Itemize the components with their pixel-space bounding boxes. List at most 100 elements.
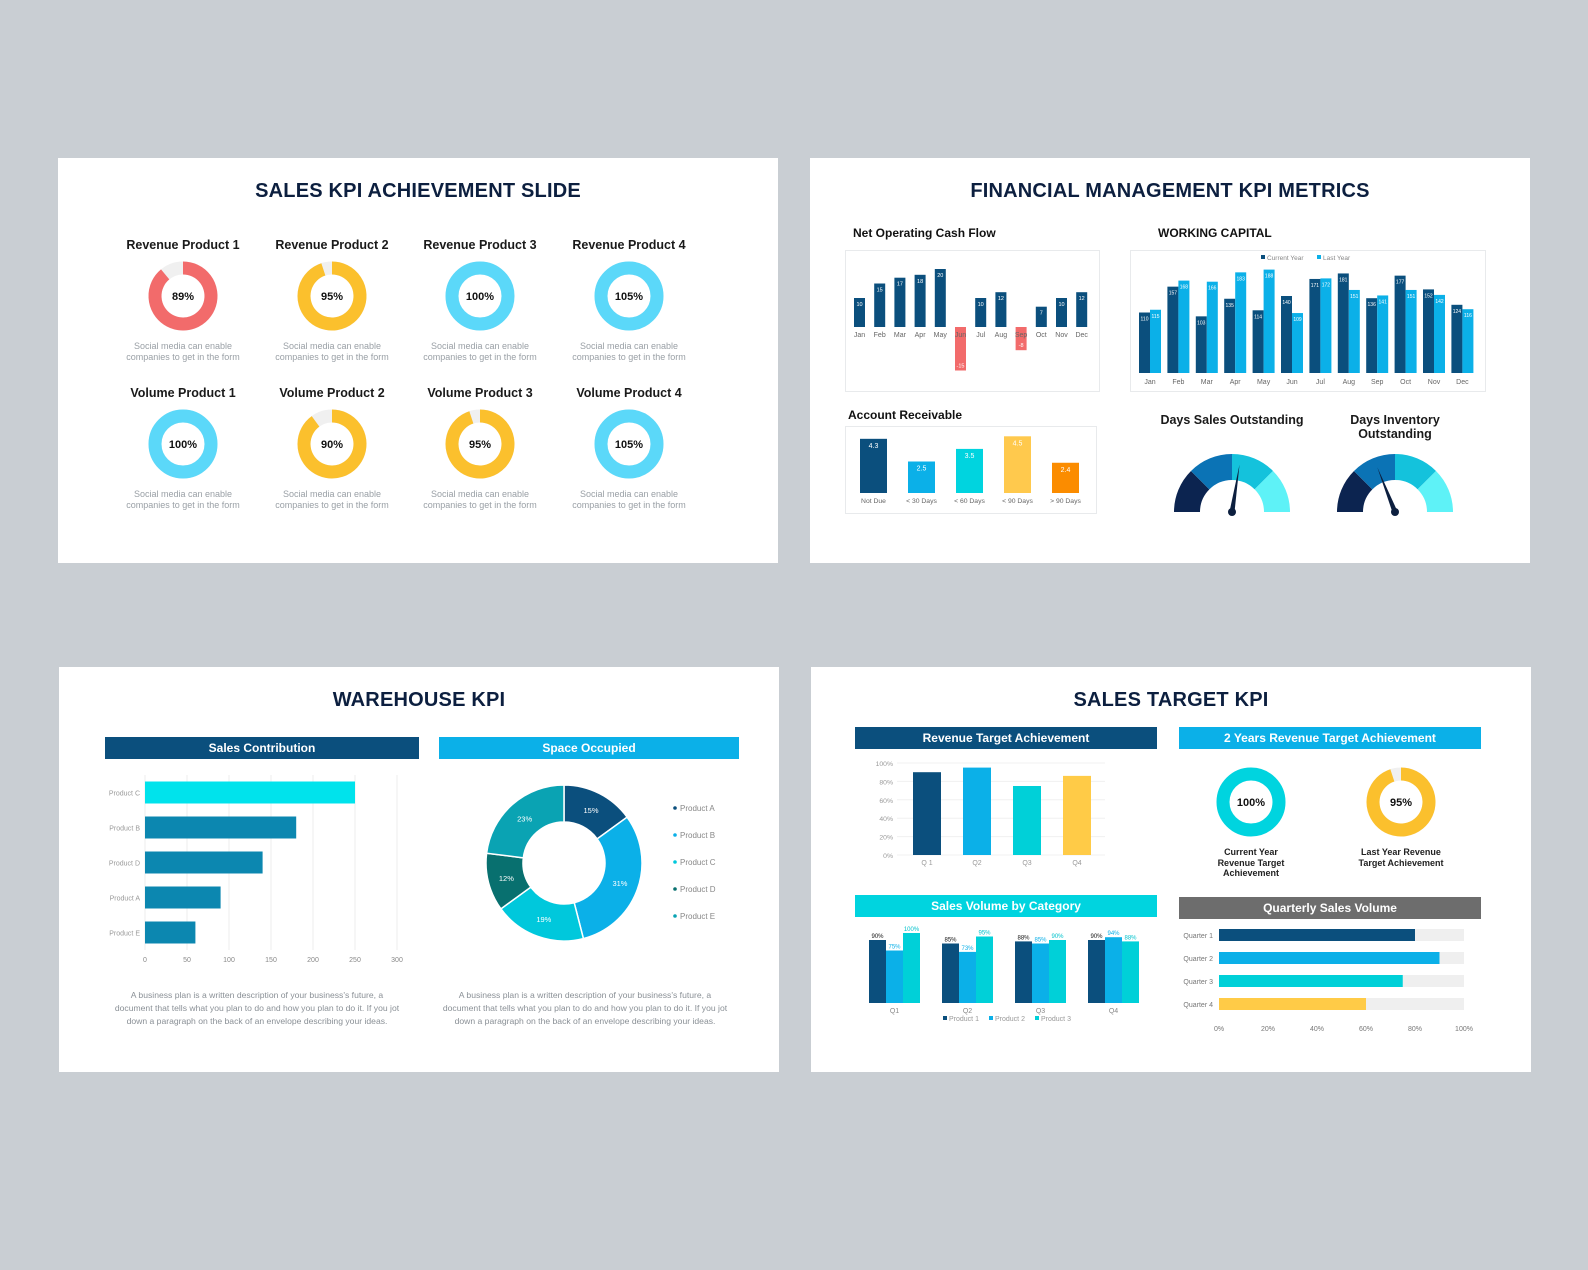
cash-flow-month: May [934,332,948,339]
cash-flow-month: Sep [1015,332,1028,339]
days-inventory-title: Days Inventory Outstanding [1350,413,1440,441]
kpi-caption: Social media can enable companies to get… [572,489,686,510]
working-capital-bar [1150,309,1161,373]
kpi-label: Revenue Product 4 [572,238,686,252]
donut-value: 100% [169,439,197,451]
kpi-label: Volume Product 2 [279,386,385,400]
x-tick-label: 40% [1310,1026,1324,1033]
kpi-donut: 100% [148,409,218,479]
donut-value: 95% [321,291,343,303]
working-capital-bar [1235,272,1247,373]
gauge-segment [1417,470,1453,512]
warehouse-kpi-slide: WAREHOUSE KPI Sales Contribution 0 50 100 1… [59,667,779,1072]
quarterly-band: Quarterly Sales Volume [1179,897,1481,919]
account-receivable-chart: 4.3 Not Due 2.5 < 30 Days 3.5 < 60 Days 4.5 < 9… [860,436,1081,505]
last-year-label: Last Year Revenue Target Achievement [1358,847,1444,868]
quarter-bar [1219,998,1366,1010]
working-capital-bar [1462,309,1474,373]
quarter-bar [1219,975,1403,987]
kpi-label: Revenue Product 3 [423,238,537,252]
slice-value: 12% [499,874,514,883]
working-capital-value: 157 [1169,291,1178,297]
donut-fill [297,409,367,479]
working-capital-value: 172 [1322,282,1331,288]
sales-volume-value: 88% [1124,935,1137,941]
working-capital-value: 140 [1282,300,1291,306]
cash-flow-value: 12 [1079,296,1085,302]
x-tick-label: 250 [349,957,361,964]
sales-volume-value: 90% [1051,934,1064,940]
quarter-label: Q 1 [921,860,932,867]
working-capital-value: 114 [1254,314,1262,320]
legend-swatch [1317,255,1321,259]
working-capital-value: 181 [1339,277,1348,283]
quarter-label: Q1 [890,1008,899,1015]
days-inventory-gauge [1337,454,1453,516]
sales-volume-value: 85% [944,938,957,944]
x-tick-label: 100 [223,957,235,964]
kpi-label: Revenue Product 1 [126,238,240,252]
cash-flow-bar [955,327,966,371]
quarter-label: Q4 [1072,860,1081,867]
kpi-donut: 105% [594,409,664,479]
quarter-bar [1219,929,1415,941]
working-capital-month: Jul [1316,379,1325,386]
cash-flow-value: 10 [856,302,862,308]
donut-value: 105% [615,291,643,303]
working-capital-value: 116 [1464,313,1472,319]
cash-flow-bar [1076,292,1088,327]
sales-volume-value: 90% [871,934,884,940]
working-capital-title: WORKING CAPITAL [1158,226,1272,240]
x-tick-label: 100% [1455,1026,1473,1033]
net-cash-flow-panel: 10 Jan 15 Feb 17 Mar 18 Apr 20 May -15 Jun 10 Jul 12 Au… [845,250,1100,392]
gauge-segment [1395,454,1437,490]
y-tick-label: 0% [883,853,893,860]
receivable-value: 4.3 [869,443,879,450]
legend-dot [673,860,677,864]
account-receivable-panel: 4.3 Not Due 2.5 < 30 Days 3.5 < 60 Days 4.5 < 9… [845,426,1097,514]
sales-target-slide: SALES TARGET KPI Revenue Target Achievem… [811,667,1531,1072]
sales-volume-band: Sales Volume by Category [855,895,1157,917]
sales-volume-chart: 90% 75% 100% Q1 85% 73% 95% Q2 88% 85% 90% Q3 90% 94%… [869,927,1139,1023]
sales-volume-bar [1122,941,1139,1003]
space-occupied-paragraph: A business plan is a written description… [442,990,728,1026]
working-capital-bar [1224,298,1236,373]
donut-value: 100% [466,291,494,303]
kpi-donut: 95% [297,261,367,331]
gauge-hub [1391,508,1399,516]
working-capital-month: Mar [1201,379,1214,386]
kpi-label: Revenue Product 2 [275,238,389,252]
sales-volume-bar [903,933,920,1003]
receivable-bar [956,448,983,493]
sales-contribution-band: Sales Contribution [105,737,419,759]
working-capital-month: Jan [1144,379,1155,386]
legend-label: Product 1 [949,1016,979,1023]
donut-value: 90% [321,439,343,451]
y-tick-label: 40% [879,816,893,823]
current-year-donut: 100% [1216,767,1286,837]
quarter-category: Quarter 1 [1183,933,1213,940]
working-capital-month: Feb [1172,379,1184,386]
working-capital-value: 115 [1152,314,1160,320]
kpi-label: Volume Product 1 [130,386,236,400]
receivable-category: < 90 Days [1002,498,1033,505]
gauge-segment [1337,470,1373,512]
space-occupied-band: Space Occupied [439,737,739,759]
y-tick-label: 60% [879,798,893,805]
kpi-caption: Social media can enable companies to get… [423,341,537,362]
receivable-bar [860,438,887,493]
working-capital-month: Aug [1343,379,1356,386]
donut-value: 89% [172,291,194,303]
working-capital-value: 103 [1197,320,1206,326]
x-tick-label: 300 [391,957,403,964]
working-capital-value: 110 [1141,317,1149,323]
working-capital-bar [1366,298,1378,373]
slide-title: SALES TARGET KPI [1073,689,1269,711]
working-capital-value: 141 [1379,299,1388,305]
kpi-caption: Social media can enable companies to get… [423,489,537,510]
x-tick-label: 200 [307,957,319,964]
working-capital-bar [1252,310,1264,373]
revenue-target-bar [1013,786,1041,855]
cash-flow-month: Aug [995,332,1008,339]
donut-fill [594,409,664,479]
